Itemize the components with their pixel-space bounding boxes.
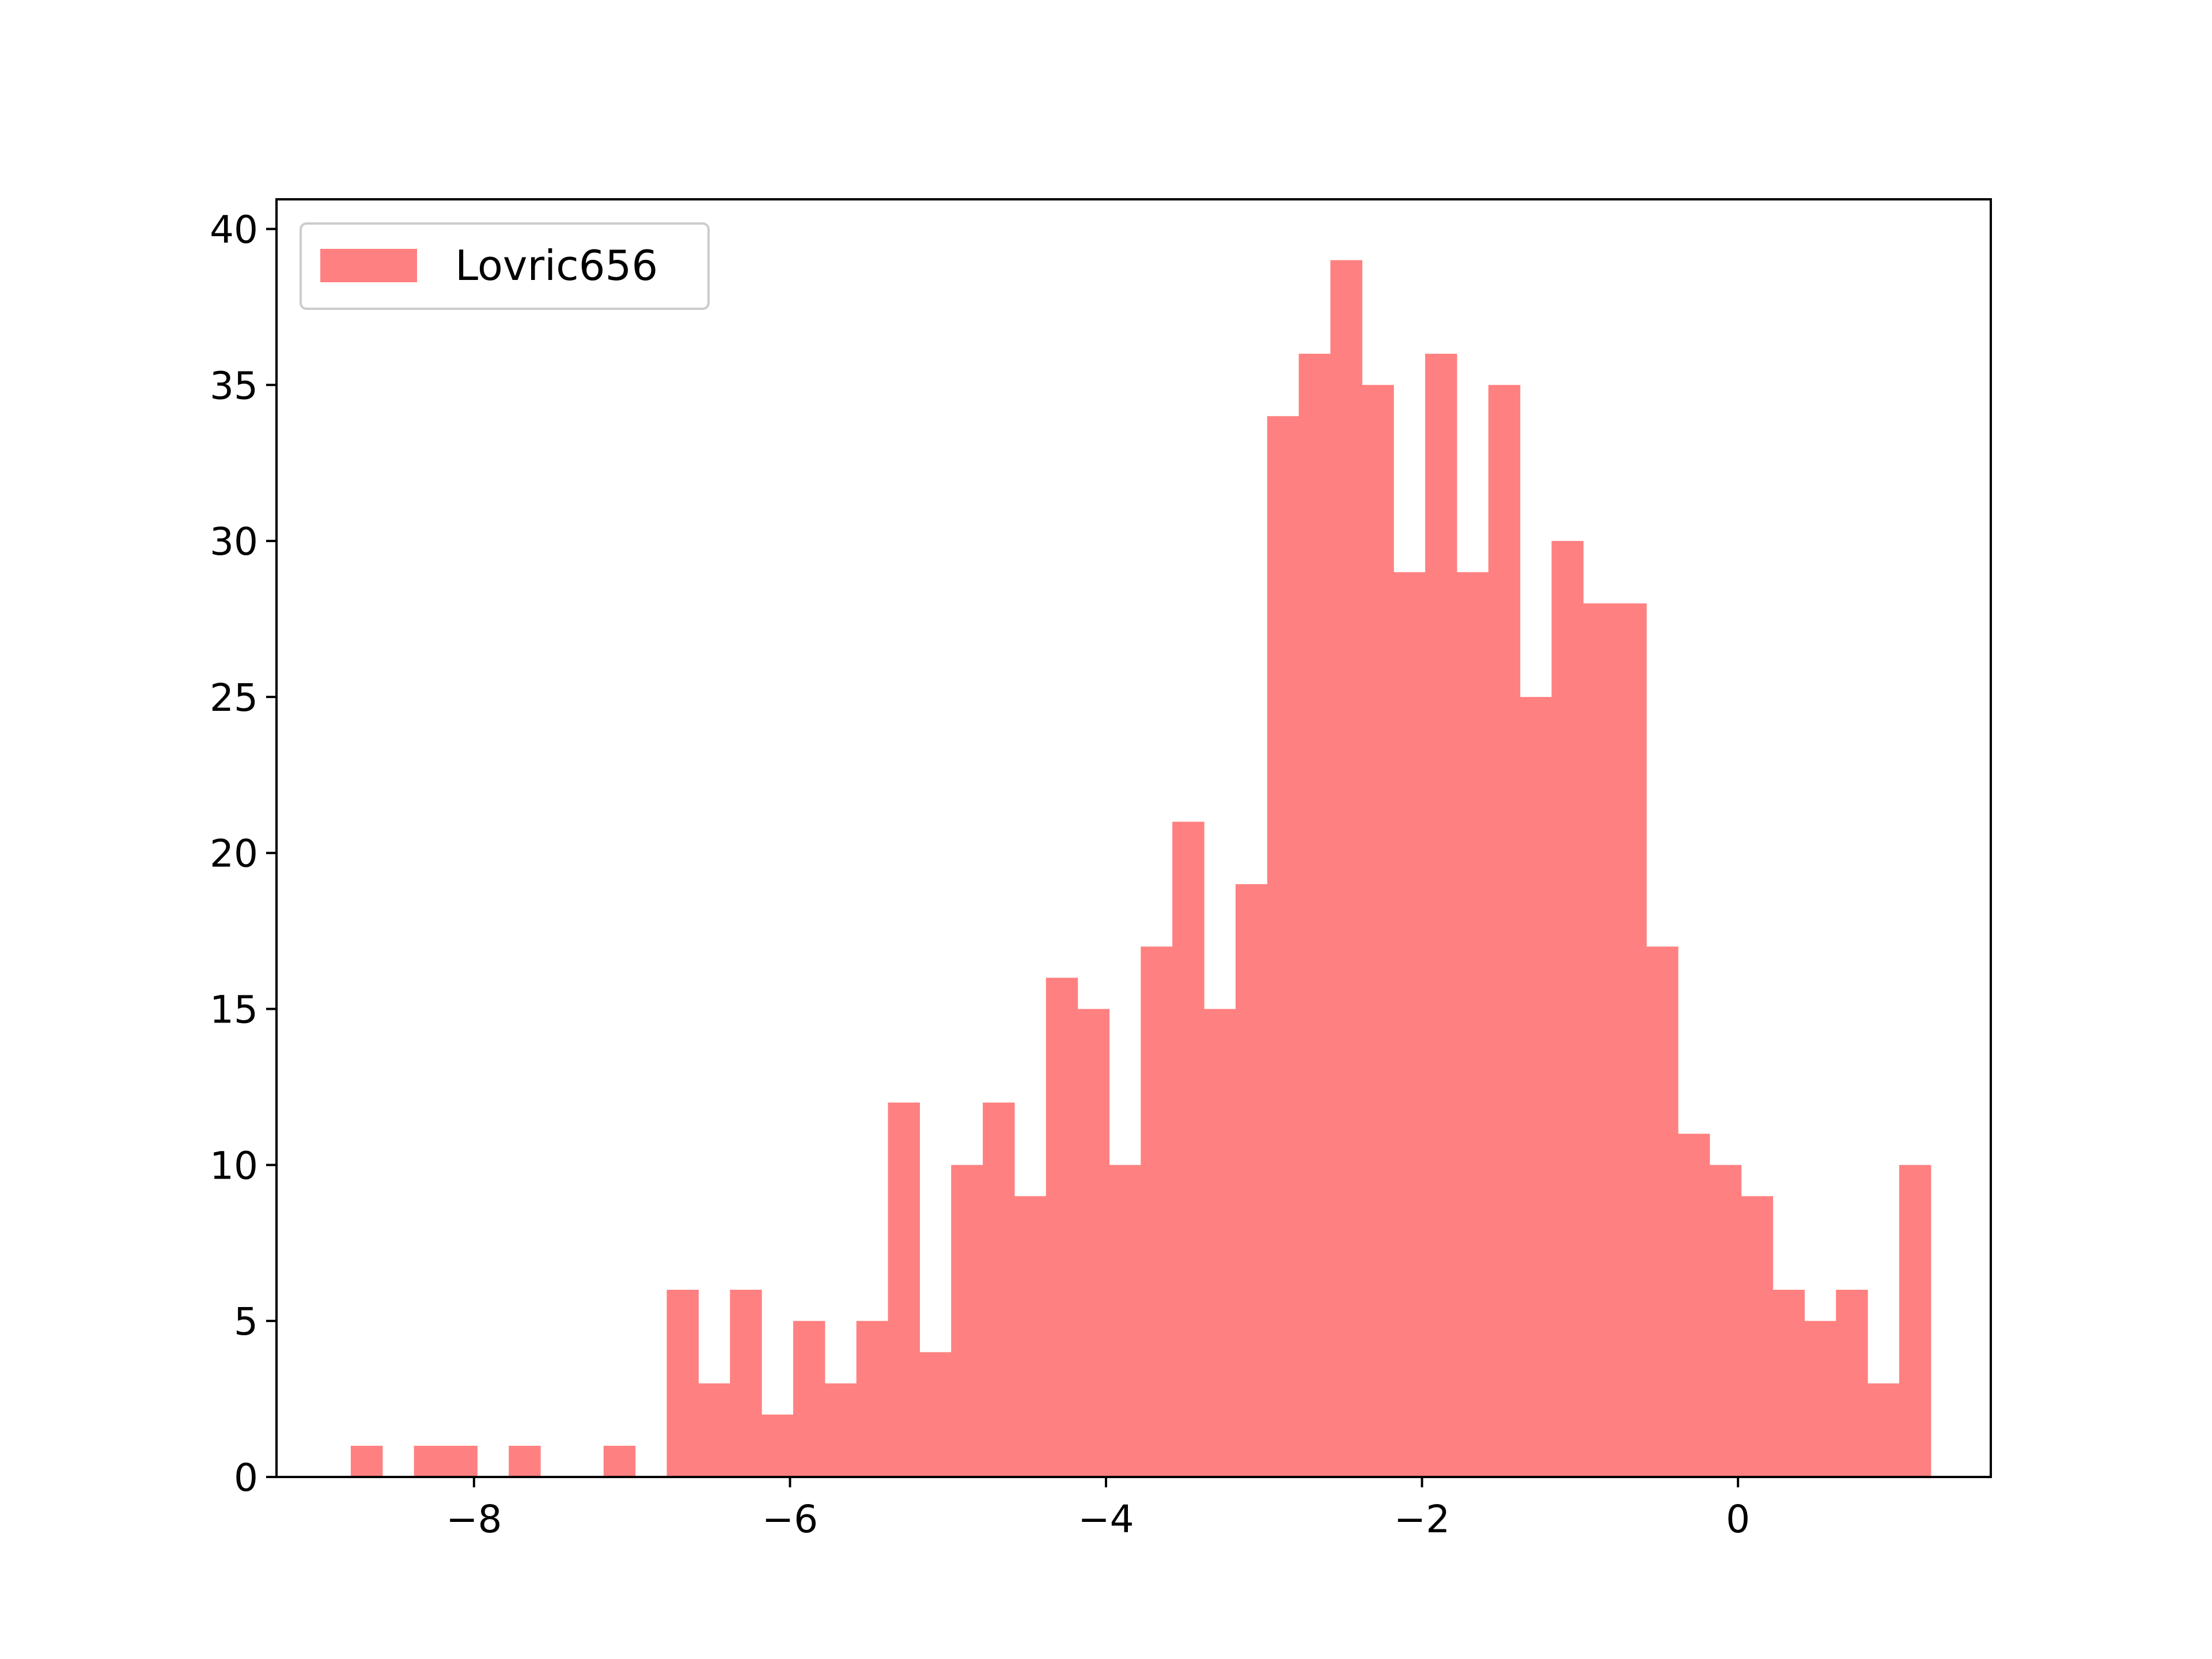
x-tick-label: 0 [1726,1497,1750,1541]
histogram-bar [919,1352,952,1477]
y-axis-ticks: 0 5 10 15 20 25 30 35 40 [210,207,276,1500]
plot-frame [275,198,1992,1478]
legend: Lovric656 [300,222,710,310]
histogram-bar [888,1103,920,1477]
histogram-bar [603,1445,636,1477]
histogram-bar [1172,821,1205,1477]
legend-swatch [320,249,417,282]
histogram-bar [730,1290,762,1477]
histogram-bar [1804,1321,1836,1477]
histogram-bar [983,1103,1015,1477]
y-tick-label: 5 [234,1300,258,1344]
histogram-bar [1677,1134,1710,1477]
legend-box [300,222,710,310]
histogram-bar [666,1290,699,1477]
histogram-bar [698,1383,730,1477]
x-tick-label: −4 [1078,1497,1134,1541]
histogram-bar [1141,946,1173,1477]
histogram-bar [1520,696,1552,1477]
histogram-bar [1077,1009,1110,1477]
y-tick-label: 40 [210,207,258,252]
x-tick-label: −8 [446,1497,502,1541]
histogram-bar [1551,541,1584,1477]
histogram-bar [350,1445,383,1477]
histogram-bar [1362,385,1394,1477]
histogram-bar [445,1445,478,1477]
histogram-bar [1109,1165,1141,1477]
histogram-bar [1393,572,1426,1477]
y-tick-label: 15 [210,988,258,1032]
histogram-bar [856,1321,889,1477]
histogram-bar [1267,416,1300,1478]
histogram-bar [1330,260,1362,1477]
histogram-bar [509,1445,541,1477]
x-tick-label: −6 [762,1497,818,1541]
histogram-bar [1583,603,1615,1477]
histogram-bar [951,1165,983,1477]
histogram-bar [1836,1290,1868,1477]
x-axis-ticks: −8 −6 −4 −2 0 [446,1477,1750,1541]
histogram-bar [1741,1196,1774,1477]
y-tick-label: 35 [210,363,258,408]
histogram-bar [1488,385,1521,1477]
histogram-bar [1709,1165,1742,1477]
y-tick-label: 10 [210,1143,258,1188]
histogram-bar [793,1321,825,1477]
y-tick-label: 30 [210,520,258,564]
histogram-bar [414,1445,446,1477]
histogram-bar [1204,1009,1236,1477]
x-tick-label: −2 [1394,1497,1450,1541]
legend-label: Lovric656 [455,241,658,290]
histogram-bar [1235,884,1268,1477]
y-tick-label: 0 [234,1456,258,1500]
histogram-bar [1868,1383,1900,1477]
histogram-bar [1014,1196,1047,1477]
y-tick-label: 25 [210,676,258,720]
histogram-bar [1425,354,1457,1477]
histogram-bar [1772,1290,1805,1477]
histogram-bar [1615,603,1647,1477]
histogram-bar [1646,946,1679,1477]
histogram-bar [1899,1165,1931,1477]
histogram-bar [1046,978,1078,1477]
histogram-bars [350,260,1931,1478]
y-tick-label: 20 [210,832,258,876]
histogram-bar [1456,572,1489,1477]
histogram-bar [1298,354,1331,1477]
histogram-bar [762,1414,794,1477]
histogram-bar [824,1383,857,1477]
